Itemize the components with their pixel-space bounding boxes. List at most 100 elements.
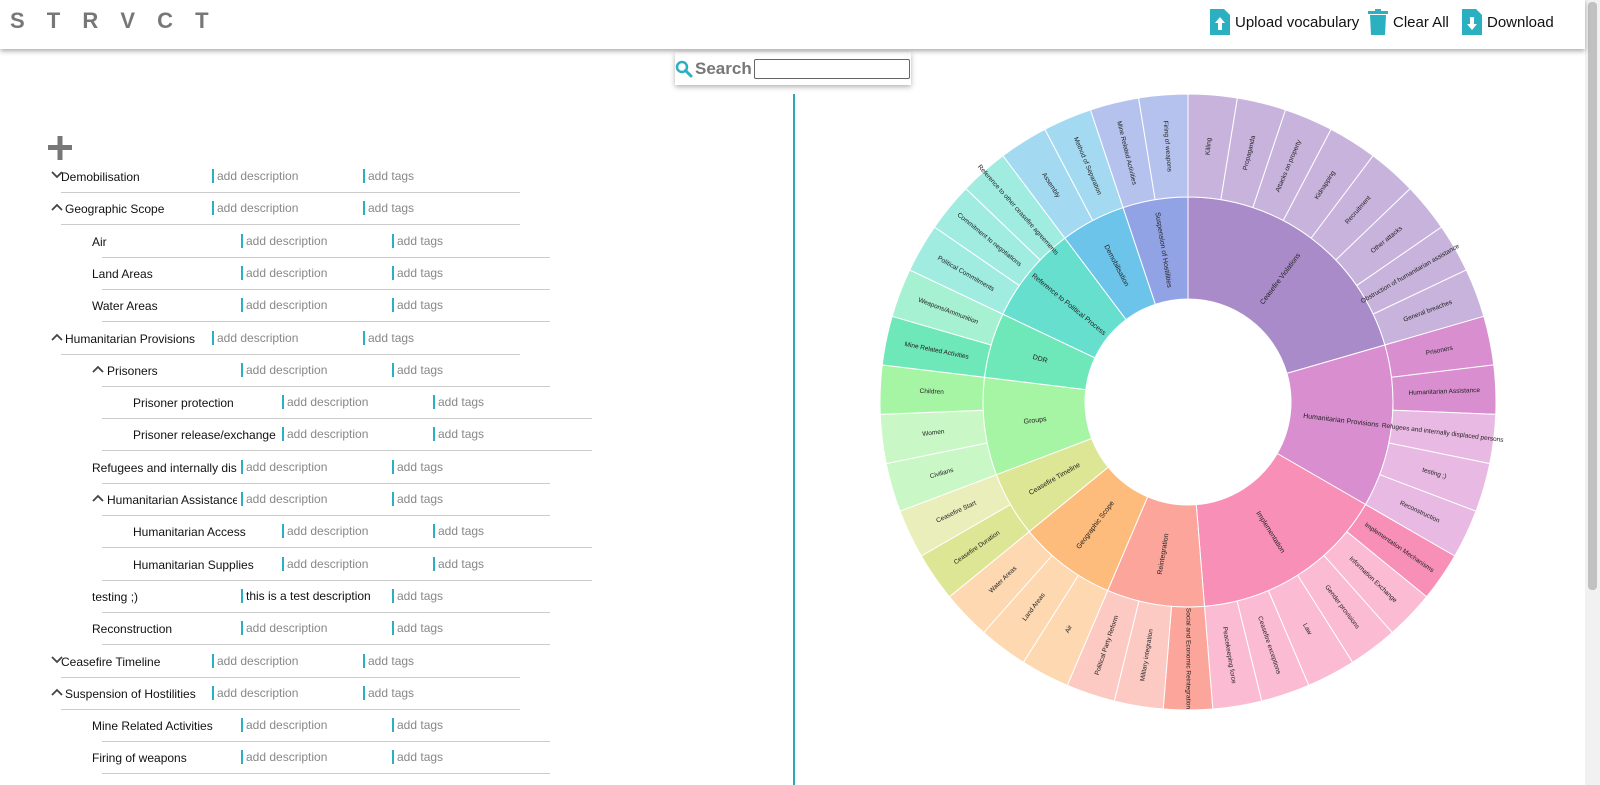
node-description-field[interactable]: add description bbox=[212, 653, 298, 668]
sunburst-label: DDR bbox=[1032, 354, 1049, 365]
tree-row[interactable]: Refugees and internally displa add descri… bbox=[0, 452, 550, 484]
tree-row[interactable]: Humanitarian Assistance add description ad… bbox=[0, 484, 550, 516]
node-description-field[interactable]: add description bbox=[282, 524, 368, 539]
node-tags-field[interactable]: add tags bbox=[363, 330, 414, 345]
tree-row[interactable]: Mine Related Activities add description ad… bbox=[0, 710, 550, 743]
node-name[interactable]: Prisoner protection bbox=[133, 396, 234, 411]
node-name[interactable]: Firing of weapons bbox=[92, 751, 187, 766]
node-tags-field[interactable]: add tags bbox=[363, 201, 414, 216]
tree-row[interactable]: Reconstruction add description add tags bbox=[0, 613, 550, 646]
node-description-field[interactable]: this is a test description bbox=[241, 588, 371, 603]
node-tags-field[interactable]: add tags bbox=[392, 492, 443, 506]
tree-row[interactable]: testing ;) this is a test description add … bbox=[0, 581, 550, 613]
node-description-field[interactable]: add description bbox=[212, 169, 298, 183]
node-tags-field[interactable]: add tags bbox=[433, 556, 484, 571]
node-description-field[interactable]: add description bbox=[241, 298, 327, 313]
node-name[interactable]: Humanitarian Provisions bbox=[65, 331, 196, 346]
node-description-field[interactable]: add description bbox=[241, 459, 327, 474]
collapse-chevron-icon[interactable] bbox=[92, 493, 104, 503]
download-icon bbox=[1462, 9, 1482, 35]
page-scrollbar[interactable] bbox=[1585, 0, 1600, 785]
node-tags-field[interactable]: add tags bbox=[392, 621, 443, 636]
row-divider bbox=[102, 515, 550, 516]
sunburst-outer-segment[interactable] bbox=[1138, 93, 1189, 201]
node-name[interactable]: Water Areas bbox=[92, 299, 158, 314]
upload-vocabulary-button[interactable]: Upload vocabulary bbox=[1210, 8, 1359, 36]
expand-chevron-icon[interactable] bbox=[51, 655, 63, 665]
node-description-field[interactable]: add description bbox=[212, 201, 298, 216]
node-tags-field[interactable]: add tags bbox=[363, 169, 414, 183]
node-description-field[interactable]: add description bbox=[241, 750, 327, 765]
tree-row[interactable]: Suspension of Hostilities add description… bbox=[0, 678, 520, 710]
tree-row[interactable]: Water Areas add description add tags bbox=[0, 290, 550, 323]
row-divider bbox=[102, 741, 550, 743]
node-name[interactable]: Reconstruction bbox=[92, 622, 173, 637]
expand-chevron-icon[interactable] bbox=[51, 170, 63, 180]
node-description-field[interactable]: add description bbox=[212, 330, 298, 345]
row-divider bbox=[102, 288, 550, 290]
node-name[interactable]: testing ;) bbox=[92, 589, 139, 604]
search-input[interactable] bbox=[753, 58, 910, 79]
tree-row[interactable]: Land Areas add description add tags bbox=[0, 258, 550, 290]
tree-row[interactable]: Firing of weapons add description add tags bbox=[0, 742, 550, 775]
node-tags-field[interactable]: add tags bbox=[392, 588, 443, 603]
tree-row[interactable]: Humanitarian Access add description add ta… bbox=[0, 516, 592, 549]
node-name[interactable]: Humanitarian Assistance bbox=[107, 493, 237, 507]
node-name[interactable]: Mine Related Activities bbox=[92, 719, 213, 734]
collapse-chevron-icon[interactable] bbox=[92, 364, 104, 374]
node-name[interactable]: Geographic Scope bbox=[65, 202, 165, 217]
tree-row[interactable]: Humanitarian Supplies add description add … bbox=[0, 549, 592, 581]
node-description-field[interactable]: add description bbox=[241, 492, 327, 506]
collapse-chevron-icon[interactable] bbox=[51, 687, 63, 697]
node-name[interactable]: Prisoners bbox=[107, 363, 158, 378]
node-tags-field[interactable]: add tags bbox=[363, 653, 414, 668]
node-tags-field[interactable]: add tags bbox=[392, 459, 443, 474]
node-name[interactable]: Refugees and internally displa bbox=[92, 460, 237, 475]
row-divider bbox=[61, 676, 520, 678]
search-icon bbox=[675, 60, 693, 77]
node-tags-field[interactable]: add tags bbox=[392, 298, 443, 313]
tree-row[interactable]: Geographic Scope add description add tags bbox=[0, 193, 520, 226]
node-tags-field[interactable]: add tags bbox=[433, 427, 484, 442]
node-tags-field[interactable]: add tags bbox=[392, 233, 443, 248]
node-description-field[interactable]: add description bbox=[241, 718, 327, 733]
node-description-field[interactable]: add description bbox=[212, 685, 298, 700]
node-description-field[interactable]: add description bbox=[282, 556, 368, 571]
tree-row[interactable]: Prisoner protection add description add ta… bbox=[0, 387, 592, 420]
node-tags-field[interactable]: add tags bbox=[392, 718, 443, 733]
download-label: Download bbox=[1487, 13, 1554, 31]
node-name[interactable]: Humanitarian Supplies bbox=[133, 557, 254, 572]
tree-row[interactable]: Humanitarian Provisions add description ad… bbox=[0, 323, 520, 355]
node-description-field[interactable]: add description bbox=[282, 427, 368, 442]
tree-row[interactable]: Air add description add tags bbox=[0, 226, 550, 258]
node-name[interactable]: Humanitarian Access bbox=[133, 525, 246, 540]
node-name[interactable]: Suspension of Hostilities bbox=[65, 686, 196, 701]
node-name[interactable]: Demobilisation bbox=[61, 170, 140, 184]
node-tags-field[interactable]: add tags bbox=[392, 750, 443, 765]
node-description-field[interactable]: add description bbox=[241, 621, 327, 636]
sunburst-label: Law bbox=[1301, 622, 1313, 636]
collapse-chevron-icon[interactable] bbox=[51, 332, 63, 342]
node-description-field[interactable]: add description bbox=[241, 265, 327, 280]
node-description-field[interactable]: add description bbox=[282, 395, 368, 410]
node-tags-field[interactable]: add tags bbox=[433, 395, 484, 410]
scrollbar-thumb[interactable] bbox=[1588, 2, 1597, 590]
node-tags-field[interactable]: add tags bbox=[363, 685, 414, 700]
collapse-chevron-icon[interactable] bbox=[51, 202, 63, 212]
tree-row[interactable]: Prisoner release/exchange add description… bbox=[0, 419, 592, 452]
add-node-icon[interactable] bbox=[48, 134, 72, 162]
node-name[interactable]: Air bbox=[92, 234, 107, 249]
node-description-field[interactable]: add description bbox=[241, 233, 327, 248]
node-tags-field[interactable]: add tags bbox=[392, 265, 443, 280]
node-tags-field[interactable]: add tags bbox=[433, 524, 484, 539]
tree-row[interactable]: Ceasefire Timeline add description add tag… bbox=[0, 646, 520, 678]
node-tags-field[interactable]: add tags bbox=[392, 362, 443, 377]
node-name[interactable]: Land Areas bbox=[92, 266, 153, 281]
node-name[interactable]: Ceasefire Timeline bbox=[61, 654, 161, 669]
tree-row[interactable]: Demobilisation add description add tags bbox=[0, 161, 520, 193]
tree-row[interactable]: Prisoners add description add tags bbox=[0, 355, 550, 387]
node-name[interactable]: Prisoner release/exchange bbox=[133, 428, 276, 443]
clear-all-button[interactable]: Clear All bbox=[1368, 8, 1449, 36]
download-button[interactable]: Download bbox=[1462, 8, 1554, 36]
node-description-field[interactable]: add description bbox=[241, 362, 327, 377]
